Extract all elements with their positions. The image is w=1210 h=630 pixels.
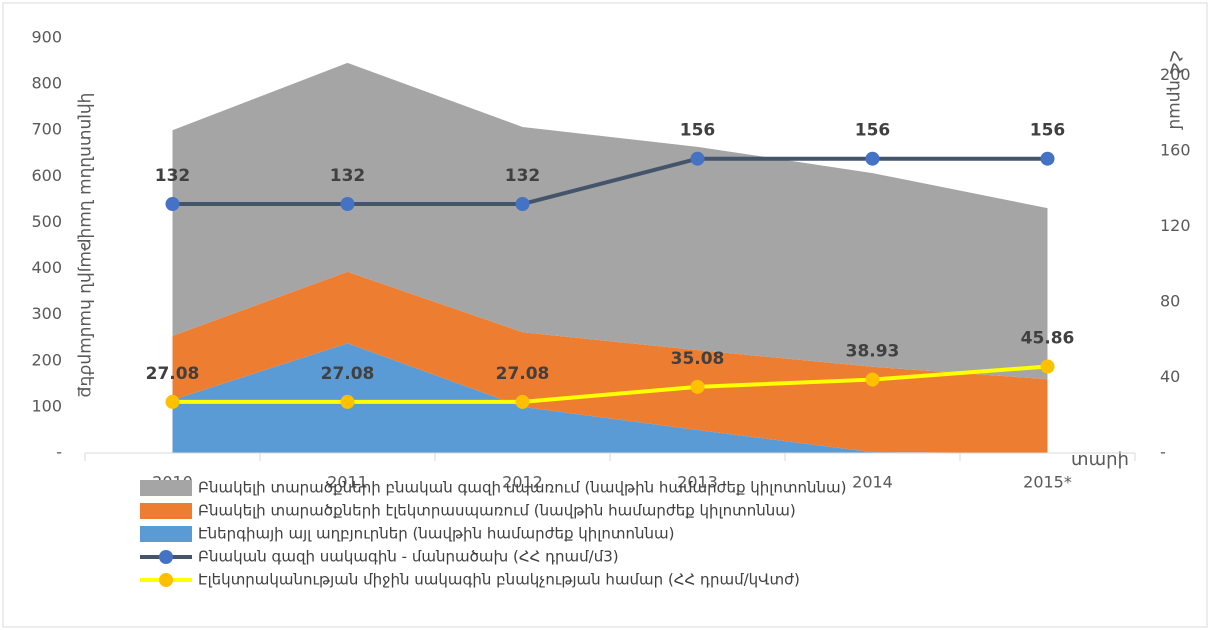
y2-tick-label: 80: [1160, 292, 1180, 311]
marker: [865, 372, 880, 387]
marker: [340, 197, 355, 211]
y-tick-label: 800: [31, 74, 62, 93]
legend-label: Էլեկտրականության միջին սակագին բնակչությ…: [198, 571, 800, 589]
area: [172, 343, 1048, 453]
y-tick-label: 400: [31, 258, 62, 277]
marker: [1040, 359, 1055, 374]
legend-marker: [159, 550, 173, 564]
data-label: 27.08: [321, 364, 375, 384]
marker: [340, 394, 355, 409]
data-label: 156: [855, 121, 891, 141]
legend-label: Բնական գազի սակագին - մանրածախ (ՀՀ դրամ/…: [198, 548, 619, 566]
line: [172, 364, 1048, 404]
marker: [690, 151, 705, 166]
x-tick-label: 2011: [327, 473, 368, 492]
area: [172, 271, 1048, 453]
x-tick-label: 2012: [502, 473, 543, 492]
marker: [865, 151, 880, 166]
y-tick-label: 900: [31, 28, 62, 47]
legend-swatch: [140, 480, 192, 496]
y2-tick-label: -: [1160, 443, 1166, 462]
data-label: 27.08: [146, 364, 200, 384]
data-label: 156: [680, 121, 716, 141]
data-label: 132: [330, 166, 366, 186]
data-label: 35.08: [671, 349, 725, 369]
data-label: 38.93: [846, 342, 900, 362]
marker: [165, 197, 180, 211]
x-tick-label: 2014: [852, 473, 893, 492]
y-tick-label: 700: [31, 120, 62, 139]
y2-tick-label: 160: [1160, 141, 1191, 160]
marker: [515, 197, 530, 211]
x-tick-label: 2015*: [1023, 473, 1072, 492]
data-label: 27.08: [496, 364, 550, 384]
y-tick-label: 500: [31, 212, 62, 231]
legend-swatch: [140, 526, 192, 542]
x-tick-label: 2013: [677, 473, 718, 492]
y-axis-title: կիլոտոննա նավթային համարժեք: [76, 93, 96, 398]
marker: [515, 394, 530, 409]
y2-axis-title: ՀՀ դրամ: [1165, 50, 1185, 129]
marker: [165, 394, 180, 409]
y2-tick-label: 200: [1160, 65, 1191, 84]
marker: [690, 379, 705, 394]
data-label: 132: [505, 166, 541, 186]
line: [172, 156, 1048, 206]
x-axis-title: տարի: [1071, 449, 1129, 470]
y2-tick-label: 120: [1160, 216, 1191, 235]
legend-swatch: [140, 503, 192, 519]
area: [172, 62, 1048, 380]
legend-label: Բնակելի տարածքների էլեկտրասպառում (նավթի…: [198, 502, 796, 520]
data-label: 45.86: [1021, 328, 1075, 348]
legend-marker: [159, 573, 173, 587]
marker: [1040, 151, 1055, 166]
y-tick-label: 200: [31, 350, 62, 369]
y2-tick-label: 40: [1160, 367, 1180, 386]
legend-label: Էներգիայի այլ աղբյուրներ (նավթին համարժե…: [198, 525, 674, 543]
y-tick-label: 100: [31, 396, 62, 415]
y-tick-label: 300: [31, 304, 62, 323]
y-tick-label: -: [56, 443, 62, 462]
data-label: 156: [1030, 121, 1066, 141]
data-label: 132: [155, 166, 191, 186]
y-tick-label: 600: [31, 166, 62, 185]
legend-label: Բնակելի տարածքների բնական գազի սպառում (…: [198, 479, 846, 497]
